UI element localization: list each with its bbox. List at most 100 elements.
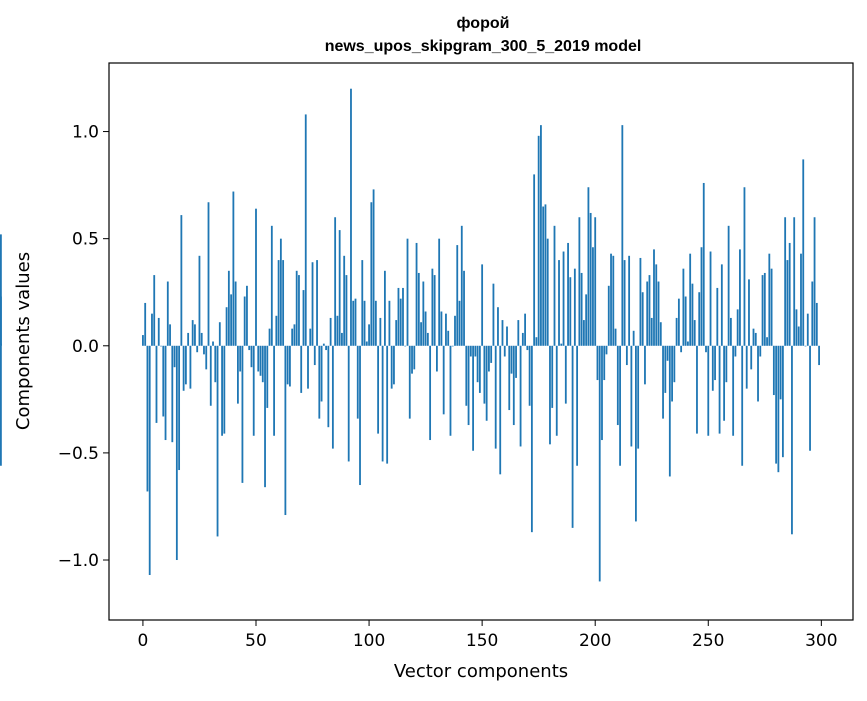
bar-91 <box>347 345 350 462</box>
bar-92 <box>350 88 352 346</box>
bar-214 <box>625 345 628 366</box>
bar-273 <box>759 345 762 357</box>
bar-45 <box>243 296 246 346</box>
bar-200 <box>594 217 597 346</box>
bar-252 <box>711 345 714 391</box>
bar-299 <box>818 345 820 366</box>
bar-285 <box>786 260 789 346</box>
bar-260 <box>729 317 732 346</box>
bar-undefined <box>0 345 2 466</box>
bar-113 <box>397 287 400 346</box>
bar-160 <box>503 345 506 357</box>
bar-123 <box>420 322 422 346</box>
bar-295 <box>809 345 811 451</box>
bar-169 <box>524 313 526 346</box>
bar-28 <box>205 345 208 370</box>
bar-292 <box>802 159 805 346</box>
bar-268 <box>748 279 750 346</box>
bar-76 <box>313 345 316 366</box>
bar-132 <box>440 311 443 346</box>
bar-283 <box>781 345 784 458</box>
bar-16 <box>178 345 181 471</box>
bar-130 <box>436 345 438 372</box>
bar-33 <box>216 345 219 537</box>
bar-1 <box>144 302 147 346</box>
bar-124 <box>422 281 425 346</box>
bar-289 <box>795 309 798 346</box>
bar-104 <box>377 345 380 434</box>
bar-107 <box>383 270 386 346</box>
bar-259 <box>727 225 730 346</box>
bar-14 <box>173 345 176 368</box>
bar-69 <box>298 275 300 346</box>
x-axis-label: Vector components <box>394 661 568 682</box>
bar-152 <box>485 345 488 421</box>
bar-159 <box>501 320 504 346</box>
bar-78 <box>318 345 321 419</box>
bar-264 <box>739 249 741 346</box>
bar-7 <box>157 317 160 346</box>
bar-247 <box>700 247 703 346</box>
bar-286 <box>788 242 791 346</box>
bar-75 <box>311 262 314 346</box>
bar-194 <box>580 272 583 346</box>
bar-176 <box>540 125 542 346</box>
bar-170 <box>526 345 529 351</box>
bar-189 <box>569 277 572 346</box>
bar-197 <box>587 187 590 346</box>
bar-111 <box>393 345 395 385</box>
bar-230 <box>662 345 664 419</box>
bar-87 <box>338 230 341 346</box>
bar-134 <box>445 313 447 346</box>
bar-125 <box>424 311 427 346</box>
bar-95 <box>356 345 359 419</box>
bar-6 <box>155 345 158 423</box>
bar-232 <box>666 345 669 361</box>
bar-13 <box>171 345 174 443</box>
bar-192 <box>576 345 579 466</box>
bar-109 <box>388 300 391 346</box>
bar-212 <box>621 125 624 346</box>
bar-202 <box>598 345 601 582</box>
bar-243 <box>691 283 694 346</box>
bar-94 <box>354 298 357 346</box>
bar-198 <box>589 212 592 346</box>
y-tick-label: 0.5 <box>72 230 99 250</box>
bar-190 <box>571 345 574 528</box>
bar-220 <box>639 257 642 346</box>
bar-139 <box>456 245 459 346</box>
bar-9 <box>162 345 165 417</box>
bar-38 <box>227 270 230 346</box>
bar-216 <box>630 345 633 447</box>
bar-5 <box>153 275 156 346</box>
bar-228 <box>657 281 660 346</box>
bar-39 <box>230 294 233 346</box>
bar-225 <box>650 317 653 346</box>
y-axis-ticks: −1.0 −0.5 0.0 0.5 1.0 <box>58 123 109 571</box>
bar-47 <box>248 345 251 351</box>
plot-frame <box>108 62 854 621</box>
bar-237 <box>677 298 680 346</box>
bar-54 <box>264 345 266 488</box>
bar-77 <box>316 260 318 346</box>
bar-179 <box>546 238 549 346</box>
bar-86 <box>336 315 339 346</box>
bar-58 <box>273 345 275 436</box>
bar-172 <box>530 345 533 533</box>
bar-217 <box>632 330 635 346</box>
bar-65 <box>289 345 291 387</box>
bar-250 <box>707 345 710 436</box>
bar-164 <box>512 345 515 426</box>
bar-154 <box>490 345 493 363</box>
bar-242 <box>689 253 692 346</box>
bar-20 <box>187 332 190 346</box>
bar-30 <box>209 345 212 406</box>
bar-245 <box>696 345 698 434</box>
bar-175 <box>537 135 540 346</box>
bar-188 <box>567 242 569 346</box>
bar-40 <box>232 191 235 346</box>
bar-291 <box>800 253 802 346</box>
bar-182 <box>553 225 556 346</box>
